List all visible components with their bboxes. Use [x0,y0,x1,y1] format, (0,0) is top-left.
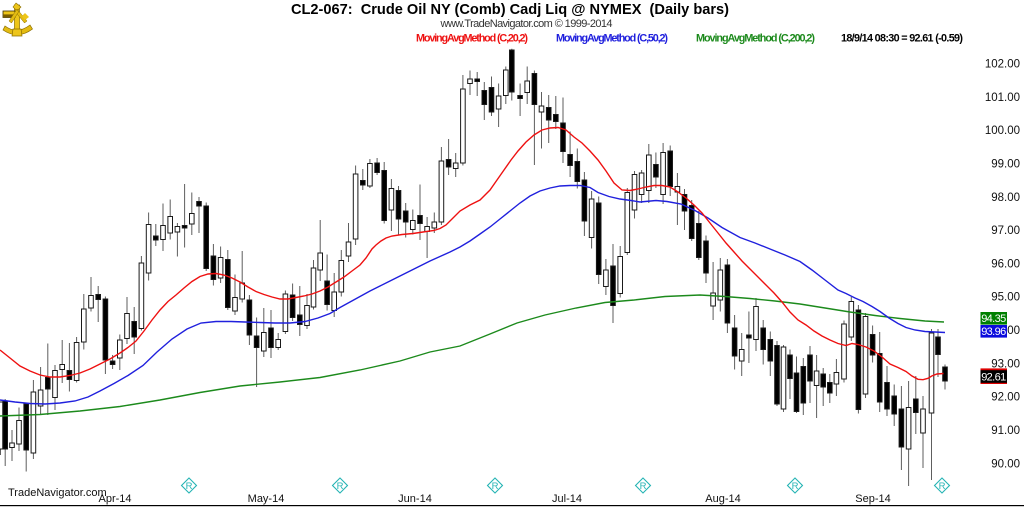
svg-text:97.00: 97.00 [991,225,1020,237]
svg-text:100.00: 100.00 [985,125,1020,137]
svg-text:92.61: 92.61 [981,371,1006,383]
svg-text:May-14: May-14 [248,493,285,505]
svg-text:Apr-14: Apr-14 [98,493,131,505]
svg-text:90.00: 90.00 [991,458,1020,470]
svg-text:R: R [792,481,799,492]
svg-text:R: R [939,481,946,492]
svg-text:93.00: 93.00 [991,358,1020,370]
svg-text:92.00: 92.00 [991,392,1020,404]
svg-text:93.96: 93.96 [981,326,1006,338]
svg-text:101.00: 101.00 [985,92,1020,104]
svg-text:R: R [186,481,193,492]
svg-text:Sep-14: Sep-14 [855,493,890,505]
svg-text:MovingAvgMethod (C,20,2): MovingAvgMethod (C,20,2) [416,33,528,45]
svg-text:MovingAvgMethod (C,200,2): MovingAvgMethod (C,200,2) [696,33,815,45]
svg-text:94.35: 94.35 [981,313,1006,325]
svg-text:Aug-14: Aug-14 [705,493,740,505]
svg-text:96.00: 96.00 [991,258,1020,270]
svg-text:95.00: 95.00 [991,292,1020,304]
svg-text:www.TradeNavigator.com © 1999-: www.TradeNavigator.com © 1999-2014 [440,18,613,30]
svg-text:R: R [640,481,647,492]
svg-text:MovingAvgMethod (C,50,2): MovingAvgMethod (C,50,2) [556,33,668,45]
svg-text:R: R [492,481,499,492]
svg-text:18/9/14 08:30 = 92.61 (-0.59): 18/9/14 08:30 = 92.61 (-0.59) [841,33,963,45]
svg-text:Jun-14: Jun-14 [398,493,432,505]
svg-text:99.00: 99.00 [991,159,1020,171]
svg-text:Jul-14: Jul-14 [552,493,582,505]
svg-text:98.00: 98.00 [991,192,1020,204]
svg-text:CL2-067: Crude Oil NY (Comb): CL2-067: Crude Oil NY (Comb) Cadj Liq @ … [291,2,729,18]
svg-text:R: R [337,481,344,492]
svg-text:102.00: 102.00 [985,59,1020,71]
svg-text:TradeNavigator.com: TradeNavigator.com [8,487,107,499]
svg-text:91.00: 91.00 [991,425,1020,437]
